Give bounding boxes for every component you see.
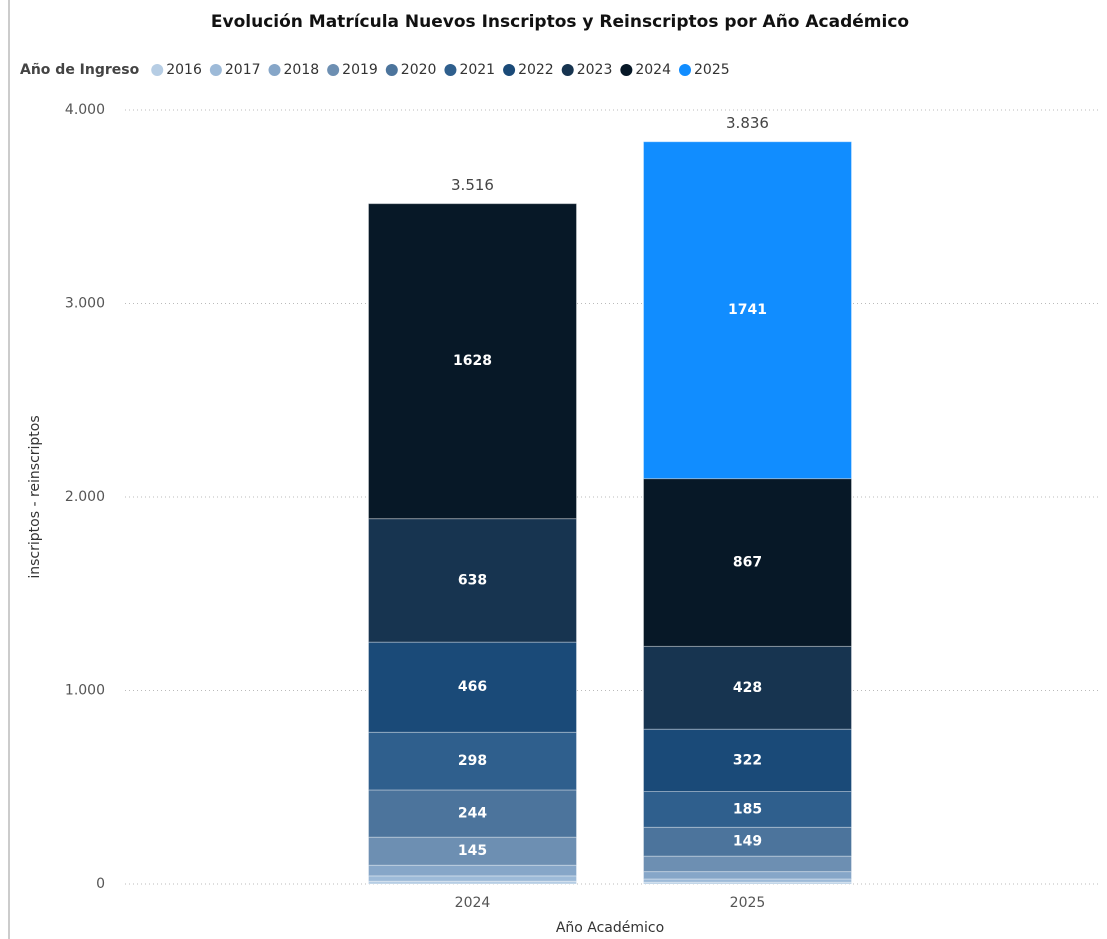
data-label: 638	[458, 572, 487, 588]
bar-segment	[368, 518, 577, 643]
data-label: 1741	[728, 302, 767, 318]
legend-label: 2023	[577, 62, 613, 78]
data-label: 298	[458, 753, 487, 769]
legend-swatch	[620, 64, 633, 76]
legend-label: 2016	[166, 62, 202, 78]
y-tick-label: 1.000	[65, 683, 105, 699]
legend-swatch	[151, 64, 164, 76]
data-label: 185	[733, 801, 762, 817]
x-tick-label: 2025	[730, 895, 766, 911]
chart-title: Evolución Matrícula Nuevos Inscriptos y …	[211, 12, 909, 32]
legend-swatch	[385, 64, 398, 76]
data-label: 322	[733, 752, 762, 768]
bar-segment	[643, 791, 852, 828]
data-label: 867	[733, 554, 762, 570]
legend-label: 2024	[635, 62, 671, 78]
data-label: 244	[458, 806, 487, 822]
data-label: 428	[733, 680, 762, 696]
y-tick-label: 0	[96, 876, 105, 892]
y-tick-label: 2.000	[65, 489, 105, 505]
data-label: 149	[733, 834, 762, 850]
legend-swatch	[268, 64, 281, 76]
x-tick-label: 2024	[455, 895, 491, 911]
bar-segment	[368, 203, 577, 520]
legend-label: 2020	[401, 62, 437, 78]
legend-title: Año de Ingreso	[20, 62, 140, 78]
bar-segment	[643, 728, 852, 793]
legend-swatch	[561, 64, 574, 76]
total-label: 3.836	[726, 114, 769, 132]
y-tick-label: 3.000	[65, 296, 105, 312]
bar-segment	[368, 731, 577, 791]
bar-segment	[643, 826, 852, 857]
bar-segment	[643, 855, 852, 873]
legend-label: 2018	[284, 62, 320, 78]
bar-segment	[643, 478, 852, 647]
bar-segment	[643, 645, 852, 730]
legend-label: 2017	[225, 62, 261, 78]
legend-label: 2025	[694, 62, 730, 78]
legend-label: 2022	[518, 62, 554, 78]
data-label: 1628	[453, 353, 492, 369]
legend-label: 2019	[342, 62, 378, 78]
legend-label: 2021	[459, 62, 495, 78]
y-axis-title: inscriptos - reinscriptos	[27, 415, 43, 578]
bar-segment	[368, 836, 577, 866]
bar-segment	[643, 141, 852, 480]
legend-swatch	[444, 64, 457, 76]
total-label: 3.516	[451, 176, 494, 194]
data-label: 466	[458, 679, 487, 695]
bar-segment	[643, 871, 852, 880]
bar-segment	[368, 875, 577, 882]
x-axis-title: Año Académico	[556, 920, 664, 936]
bar-segment	[368, 641, 577, 733]
bar-segment	[368, 864, 577, 877]
data-label: 145	[458, 843, 487, 859]
legend-swatch	[327, 64, 340, 76]
legend-swatch	[209, 64, 222, 76]
legend-swatch	[679, 64, 691, 76]
legend-swatch	[503, 64, 516, 76]
y-tick-label: 4.000	[65, 102, 105, 118]
